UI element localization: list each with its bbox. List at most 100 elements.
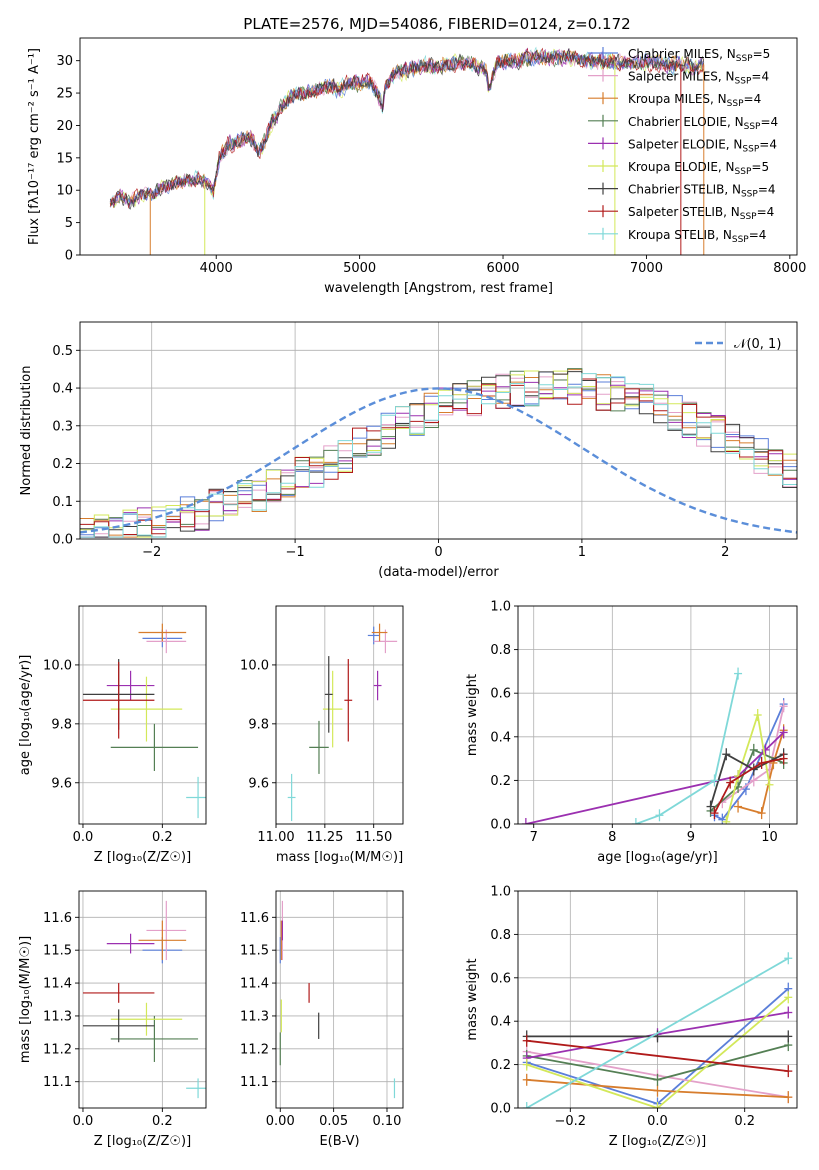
axes-frame: [78, 605, 207, 825]
y-tick-label: 11.1: [43, 1075, 72, 1090]
axes-frame: [517, 605, 798, 825]
x-tick-label: 8: [608, 830, 616, 845]
x-tick-label: −0.2: [555, 1114, 587, 1129]
legend-subscript: SSP: [741, 190, 758, 200]
y-tick-label: 0.2: [490, 1058, 511, 1073]
weight-line-5: [526, 996, 789, 1108]
x-tick-label: 7: [530, 830, 538, 845]
y-tick-label: 0.8: [490, 928, 511, 943]
y-tick-label: 11.3: [240, 1009, 269, 1024]
legend-subscript: SSP: [735, 77, 752, 87]
legend-count: =4: [757, 205, 775, 219]
y-tick-label: 11.1: [240, 1075, 269, 1090]
x-tick-label: 0.2: [152, 830, 173, 845]
x-tick-label: 9: [687, 830, 695, 845]
y-tick-label: 30: [56, 54, 73, 69]
legend-count: =4: [760, 115, 778, 129]
spectrum-legend: Chabrier MILES, NSSP=5 Salpeter MILES, NS…: [588, 47, 778, 245]
y-tick-label: 0.5: [52, 344, 73, 359]
legend-label: Chabrier MILES, NSSP=5: [628, 47, 770, 64]
weight-line-2: [737, 730, 785, 815]
mass-vs-metallicity-plot-area: [82, 900, 206, 1099]
y-tick-label: 11.4: [43, 977, 72, 992]
y-tick-label: 0.0: [490, 1102, 511, 1117]
mass-weight-vs-metallicity-chart: −0.2 0.0 0.2 0.0 0.2 0.4 0.6 0.8 1.0 Z [log₁₀(Z/Z…: [465, 885, 798, 1149]
y-tick-label: 0.0: [490, 818, 511, 833]
x-tick-label: 0.2: [734, 1114, 755, 1129]
y-axis-label: Normed distribution: [19, 366, 34, 496]
legend-count: =4: [758, 183, 776, 197]
legend-label: Salpeter ELODIE, NSSP=4: [628, 137, 777, 154]
legend-label: Salpeter MILES, NSSP=4: [628, 70, 769, 87]
weight-line-0: [714, 703, 785, 821]
x-tick-label: 6000: [486, 261, 519, 276]
legend-label: Kroupa ELODIE, NSSP=5: [628, 160, 769, 177]
x-axis-label: age [log₁₀(age/yr)]: [597, 850, 718, 865]
legend-count: =4: [749, 228, 767, 242]
x-axis-label: Z [log₁₀(Z/Z☉)]: [94, 1134, 191, 1149]
x-tick-label: 0.05: [319, 1114, 348, 1129]
y-tick-label: 0.3: [52, 419, 73, 434]
y-tick-label: 0.4: [490, 1015, 511, 1030]
y-tick-label: 9.8: [248, 717, 269, 732]
axes-frame: [275, 890, 404, 1109]
y-axis-label: mass weight: [465, 674, 480, 756]
y-tick-label: 0.6: [490, 687, 511, 702]
legend-label: Salpeter STELIB, NSSP=4: [628, 205, 774, 222]
x-tick-label: 2: [721, 545, 729, 560]
mass-weight-vs-age-plot-area: [521, 667, 788, 824]
legend-subscript: SSP: [744, 122, 761, 132]
y-tick-label: 1.0: [490, 885, 511, 900]
x-tick-label: 4000: [200, 261, 233, 276]
axes-frame: [78, 890, 207, 1109]
x-tick-label: 10: [761, 830, 778, 845]
y-tick-label: 20: [56, 119, 73, 134]
x-axis-label: Z [log₁₀(Z/Z☉)]: [94, 850, 191, 865]
y-axis-label: Flux [fλ10⁻¹⁷ erg cm⁻² s⁻¹ A⁻¹]: [27, 48, 42, 245]
legend-subscript: SSP: [732, 235, 749, 245]
age-vs-mass-plot-area: [287, 623, 398, 822]
x-tick-label: 0.2: [152, 1114, 173, 1129]
y-tick-label: 25: [56, 87, 73, 102]
x-tick-label: 11.50: [355, 830, 392, 845]
x-tick-label: −1: [286, 545, 305, 560]
x-axis-label: mass [log₁₀(M/M☉)]: [276, 850, 403, 865]
legend-label: Chabrier STELIB, NSSP=4: [628, 183, 776, 200]
weight-line-7: [713, 757, 784, 814]
x-axis-label: (data-model)/error: [378, 565, 499, 580]
x-tick-label: 0.00: [266, 1114, 295, 1129]
mass-vs-extinction-plot-area: [279, 900, 396, 1099]
y-tick-label: 11.2: [43, 1042, 72, 1057]
spectrum-line-7: [109, 47, 705, 209]
legend-count: =4: [751, 70, 769, 84]
age-vs-mass-chart: 11.00 11.25 11.50 9.6 9.8 10.0 mass [log₁₀(M/M…: [240, 605, 404, 865]
x-tick-label: 0.0: [73, 830, 94, 845]
y-tick-label: 10.0: [43, 658, 72, 673]
y-tick-label: 1.0: [490, 600, 511, 615]
x-tick-label: 11.00: [257, 830, 294, 845]
y-tick-label: 0.6: [490, 971, 511, 986]
y-tick-label: 10: [56, 184, 73, 199]
legend-subscript: SSP: [735, 167, 752, 177]
y-tick-label: 0.4: [490, 730, 511, 745]
mass-vs-extinction-chart: 0.00 0.05 0.10 11.1 11.2 11.3 11.4 11.5 11.6 E(B-…: [240, 890, 404, 1149]
axes-frame: [79, 37, 798, 256]
y-tick-label: 11.5: [240, 944, 269, 959]
y-tick-label: 11.3: [43, 1009, 72, 1024]
x-axis-label: Z [log₁₀(Z/Z☉)]: [609, 1134, 706, 1149]
x-tick-label: −2: [142, 545, 161, 560]
y-tick-label: 9.8: [51, 717, 72, 732]
spectrum-plot-area: [109, 46, 705, 255]
legend-count: =4: [744, 92, 762, 106]
x-tick-label: 0.0: [647, 1114, 668, 1129]
x-tick-label: 0.10: [373, 1114, 402, 1129]
y-tick-label: 0.2: [52, 457, 73, 472]
y-axis-label: mass weight: [465, 958, 480, 1040]
y-tick-label: 0.4: [52, 382, 73, 397]
mass-weight-vs-age-chart: 7 8 9 10 0.0 0.2 0.4 0.6 0.8 1.0 age [log₁₀(age/yr…: [465, 600, 798, 865]
y-tick-label: 9.6: [248, 776, 269, 791]
y-tick-label: 0.2: [490, 774, 511, 789]
y-tick-label: 11.4: [240, 977, 269, 992]
